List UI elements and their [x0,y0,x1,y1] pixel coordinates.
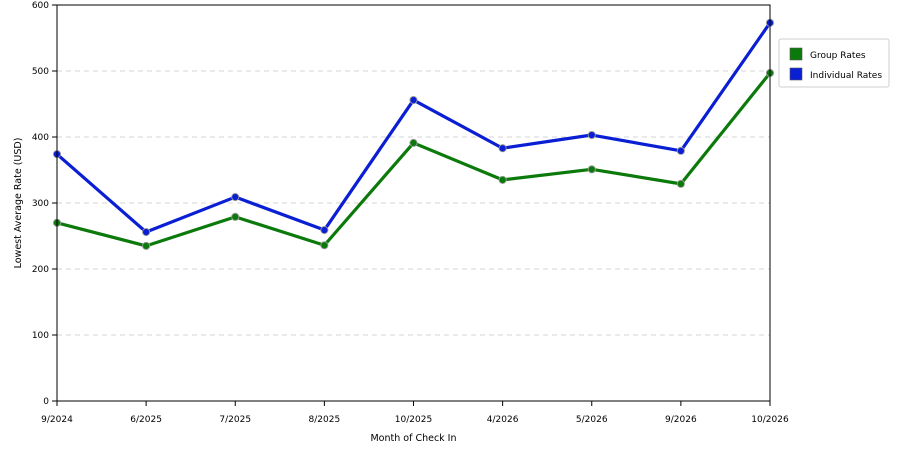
y-axis-title: Lowest Average Rate (USD) [13,138,24,269]
grid-lines [57,70,770,336]
legend-box [778,38,890,88]
data-point [142,227,151,237]
x-tick-label: 10/2026 [751,415,789,425]
series-layer [52,18,775,250]
data-point [676,179,685,188]
data-point [409,95,418,105]
series-group [52,68,775,250]
x-tick-label: 7/2025 [219,415,251,425]
legend-swatch [789,67,803,81]
x-tick-label: 9/2024 [41,415,73,425]
data-point [587,165,596,174]
data-point [231,193,240,202]
y-tick-label: 600 [32,1,49,11]
legend-swatch [789,47,803,61]
y-tick-label: 0 [43,397,49,407]
x-axis-ticks: 9/2024 6/2025 7/2025 8/2025 10/2025 4/2026 5/2… [41,401,789,425]
x-tick-label: 6/2025 [130,415,162,425]
x-tick-label: 5/2026 [576,415,608,425]
x-tick-label: 10/2025 [395,415,432,425]
data-point [320,226,329,235]
y-tick-label: 100 [32,331,49,341]
y-tick-label: 200 [32,265,49,275]
y-tick-label: 400 [32,133,49,143]
y-tick-label: 300 [32,199,49,209]
data-point [587,130,596,140]
legend-label: Group Rates [810,51,866,61]
series-group [52,18,775,237]
data-point [498,175,507,184]
data-point [676,146,685,155]
data-point [498,144,507,153]
x-axis-title: Month of Check In [370,433,456,444]
series-line [55,21,772,234]
y-axis-ticks: 0 100 200 300 400 500 600 [32,1,57,407]
data-point [409,138,418,147]
data-point [320,241,329,250]
legend: Group Rates Individual Rates [778,38,890,88]
legend-label: Individual Rates [810,71,882,81]
x-tick-label: 9/2026 [665,415,697,425]
x-tick-label: 8/2025 [309,415,341,425]
data-point [231,212,240,221]
x-tick-label: 4/2026 [487,415,519,425]
y-tick-label: 500 [32,67,49,77]
data-point [142,241,151,250]
